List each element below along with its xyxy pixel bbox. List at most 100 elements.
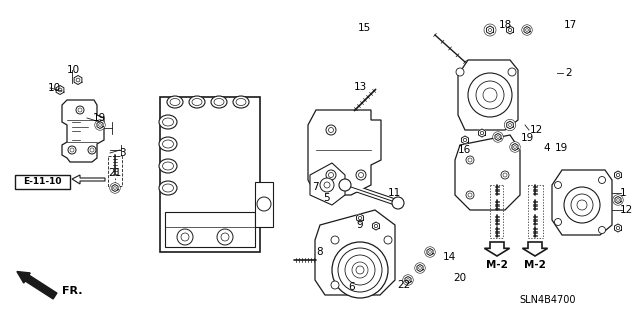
Circle shape [554, 182, 561, 189]
Circle shape [221, 233, 229, 241]
Circle shape [88, 146, 96, 154]
Circle shape [525, 29, 529, 31]
Circle shape [564, 187, 600, 223]
Text: 13: 13 [354, 82, 367, 92]
Circle shape [617, 199, 620, 201]
Circle shape [374, 224, 378, 228]
Text: 4: 4 [543, 143, 550, 153]
Polygon shape [614, 171, 621, 179]
Polygon shape [486, 26, 493, 34]
Circle shape [352, 262, 368, 278]
Circle shape [419, 267, 421, 269]
Polygon shape [484, 242, 509, 256]
Text: M-2: M-2 [524, 260, 546, 270]
Polygon shape [512, 144, 518, 151]
Text: 9: 9 [356, 220, 363, 230]
Ellipse shape [233, 96, 249, 108]
Text: 15: 15 [358, 23, 371, 33]
Ellipse shape [189, 96, 205, 108]
Polygon shape [524, 26, 530, 33]
Ellipse shape [163, 184, 173, 192]
Ellipse shape [211, 96, 227, 108]
Polygon shape [56, 85, 64, 94]
Circle shape [114, 187, 116, 189]
Polygon shape [356, 214, 364, 222]
Polygon shape [62, 100, 104, 162]
Text: 12: 12 [620, 205, 633, 215]
Circle shape [328, 128, 333, 132]
Circle shape [484, 24, 496, 36]
Polygon shape [615, 197, 621, 204]
Circle shape [326, 170, 336, 180]
Text: 5: 5 [323, 193, 330, 203]
Text: 7: 7 [312, 182, 319, 192]
Polygon shape [372, 222, 380, 230]
Text: 21: 21 [108, 168, 121, 178]
Circle shape [554, 219, 561, 226]
Circle shape [509, 142, 520, 152]
Circle shape [76, 78, 80, 82]
Circle shape [468, 73, 512, 117]
Text: 10: 10 [48, 83, 61, 93]
Bar [108, 156, 122, 186]
Polygon shape [479, 129, 486, 137]
Text: 12: 12 [530, 125, 543, 135]
Circle shape [616, 173, 620, 177]
Ellipse shape [170, 99, 180, 106]
Ellipse shape [159, 181, 177, 195]
Circle shape [181, 233, 189, 241]
Circle shape [425, 247, 435, 257]
Circle shape [463, 138, 467, 142]
FancyArrow shape [17, 271, 57, 299]
Circle shape [345, 255, 375, 285]
Text: 17: 17 [564, 20, 577, 30]
Text: SLN4B4700: SLN4B4700 [520, 295, 576, 305]
Circle shape [571, 194, 593, 216]
Text: 1: 1 [620, 188, 627, 198]
Polygon shape [308, 110, 381, 195]
Circle shape [331, 281, 339, 289]
Circle shape [356, 170, 366, 180]
Circle shape [476, 81, 504, 109]
Circle shape [514, 146, 516, 148]
Circle shape [406, 279, 410, 281]
Circle shape [522, 25, 532, 35]
Circle shape [217, 229, 233, 245]
Circle shape [358, 173, 364, 177]
Circle shape [497, 136, 499, 138]
Circle shape [415, 263, 425, 273]
Circle shape [320, 178, 334, 192]
Circle shape [78, 108, 82, 112]
Ellipse shape [159, 137, 177, 151]
Polygon shape [461, 136, 468, 144]
Polygon shape [552, 170, 612, 235]
Ellipse shape [163, 118, 173, 126]
Circle shape [598, 226, 605, 234]
Text: 10: 10 [67, 65, 80, 75]
Circle shape [339, 179, 351, 191]
Circle shape [488, 28, 492, 32]
Ellipse shape [167, 96, 183, 108]
Text: 14: 14 [443, 252, 456, 262]
Circle shape [483, 88, 497, 102]
Polygon shape [315, 210, 395, 295]
Circle shape [508, 68, 516, 76]
Circle shape [90, 148, 94, 152]
Polygon shape [458, 60, 518, 130]
Ellipse shape [159, 159, 177, 173]
Text: 8: 8 [316, 247, 323, 257]
Text: 16: 16 [458, 145, 471, 155]
Text: FR.: FR. [62, 286, 83, 296]
Ellipse shape [159, 115, 177, 129]
Circle shape [70, 148, 74, 152]
Circle shape [95, 120, 105, 130]
Circle shape [509, 123, 511, 126]
Circle shape [331, 236, 339, 244]
Text: 11: 11 [388, 188, 401, 198]
Circle shape [468, 193, 472, 197]
Circle shape [598, 176, 605, 183]
Polygon shape [507, 121, 513, 129]
Circle shape [58, 88, 62, 92]
Circle shape [384, 236, 392, 244]
Polygon shape [522, 242, 548, 256]
